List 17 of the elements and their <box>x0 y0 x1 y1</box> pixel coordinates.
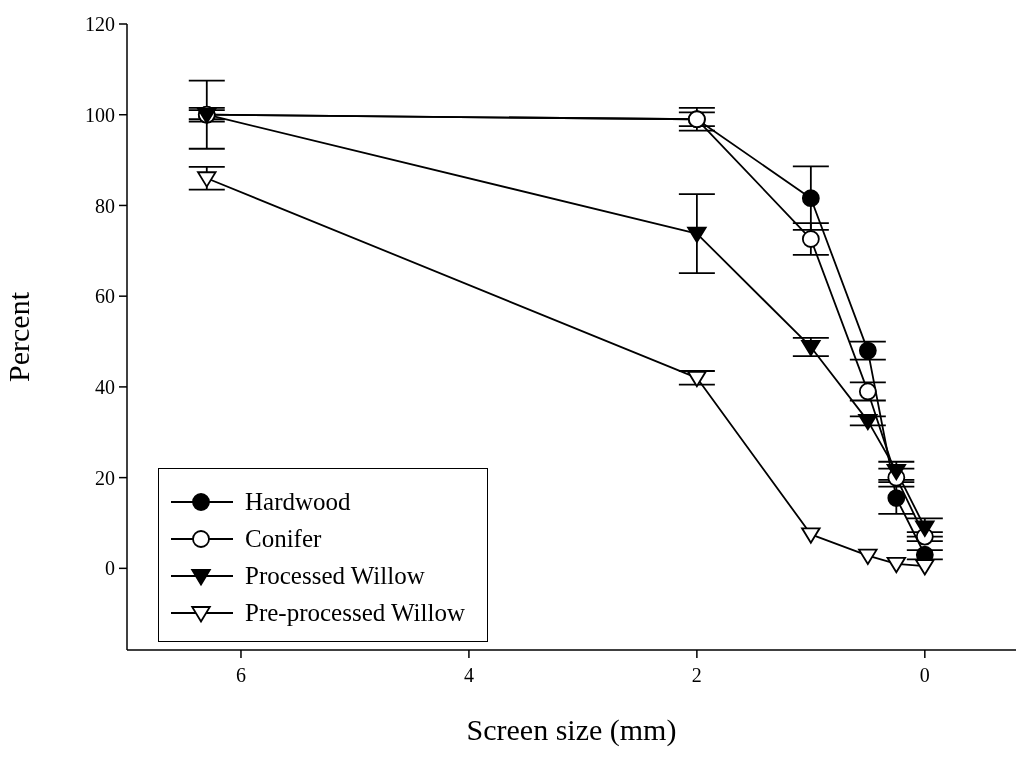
y-tick-label: 120 <box>85 13 115 36</box>
x-tick-label: 4 <box>463 664 474 687</box>
legend-label: Conifer <box>245 524 322 553</box>
y-tick-label: 100 <box>85 103 115 126</box>
y-tick-label: 40 <box>95 376 115 398</box>
y-tick-label: 20 <box>95 466 115 489</box>
x-tick-label: 0 <box>919 664 930 687</box>
legend-label: Hardwood <box>245 487 351 516</box>
y-tick-label: 80 <box>95 194 115 217</box>
y-axis-title: Percent <box>1 291 35 382</box>
y-tick-label: 60 <box>95 285 115 308</box>
x-tick-label: 6 <box>235 664 246 687</box>
y-tick-label: 0 <box>105 557 115 580</box>
x-tick-label: 2 <box>691 664 702 687</box>
legend-label: Processed Willow <box>245 561 425 590</box>
x-axis-title: Screen size (mm) <box>466 713 677 747</box>
legend-label: Pre-processed Willow <box>245 598 466 627</box>
